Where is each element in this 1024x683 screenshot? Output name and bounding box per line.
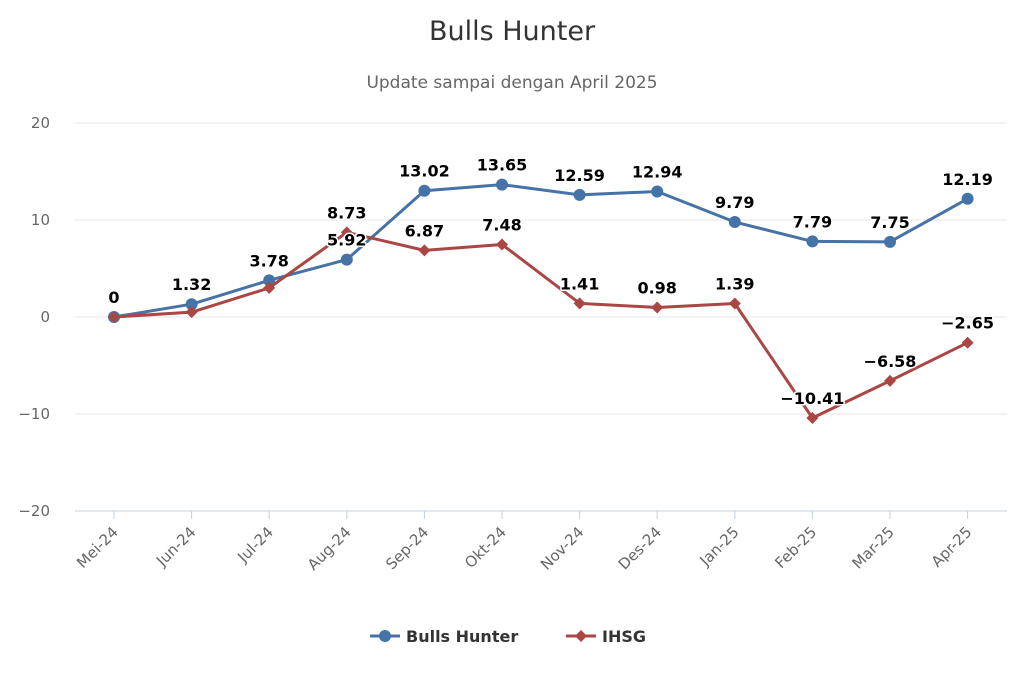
data-label: 3.78 xyxy=(249,251,288,270)
data-point[interactable] xyxy=(728,297,741,310)
x-tick-label: Sep-24 xyxy=(382,523,432,573)
data-point[interactable] xyxy=(340,226,353,239)
chart-subtitle: Update sampai dengan April 2025 xyxy=(366,73,657,93)
legend-label: IHSG xyxy=(602,627,646,646)
y-tick-label: 0 xyxy=(40,308,50,326)
x-tick-label: Aug-24 xyxy=(304,523,355,574)
data-point[interactable] xyxy=(185,298,198,311)
x-tick-label: Mei-24 xyxy=(73,523,122,572)
data-label: 5.92 xyxy=(327,231,366,250)
x-tick-label: Feb-25 xyxy=(771,523,820,572)
x-tick-label: Jul-24 xyxy=(233,523,277,567)
data-point[interactable] xyxy=(108,311,120,323)
data-label: −2.65 xyxy=(941,314,994,333)
data-label: 13.65 xyxy=(477,156,528,175)
y-tick-label: 20 xyxy=(31,114,50,132)
x-tick-label: Jan-25 xyxy=(696,523,743,570)
series-line-ihsg[interactable] xyxy=(113,230,969,420)
data-point[interactable] xyxy=(340,253,353,266)
data-point[interactable] xyxy=(418,244,431,257)
data-label: 12.59 xyxy=(554,166,605,185)
data-label: 6.87 xyxy=(405,221,444,240)
data-point[interactable] xyxy=(496,238,508,251)
data-point[interactable] xyxy=(573,188,586,201)
legend[interactable]: Bulls Hunter IHSG xyxy=(370,627,646,646)
data-label: 7.79 xyxy=(793,212,832,231)
data-label: 7.75 xyxy=(870,213,909,232)
legend-marker xyxy=(379,630,391,642)
legend-marker xyxy=(575,630,587,642)
y-tick-label: −10 xyxy=(18,405,50,423)
legend-label: Bulls Hunter xyxy=(406,627,518,646)
data-point[interactable] xyxy=(728,216,741,229)
data-point[interactable] xyxy=(806,411,819,424)
y-tick-label: 10 xyxy=(31,211,50,229)
chart-title: Bulls Hunter xyxy=(429,16,596,47)
legend-item-bulls-hunter[interactable]: Bulls Hunter xyxy=(370,627,518,646)
data-point[interactable] xyxy=(651,185,664,198)
data-point[interactable] xyxy=(573,297,586,310)
data-point[interactable] xyxy=(884,374,896,387)
series-line-bulls-hunter[interactable] xyxy=(113,183,969,319)
series-layer xyxy=(108,178,974,424)
data-point[interactable] xyxy=(496,178,508,191)
data-point[interactable] xyxy=(418,184,431,197)
x-tick-label: Jun-24 xyxy=(152,523,199,570)
data-label: 13.02 xyxy=(399,162,450,181)
x-tick-label: Okt-24 xyxy=(461,523,510,572)
legend-item-ihsg[interactable]: IHSG xyxy=(566,627,646,646)
data-label: 12.94 xyxy=(632,162,683,181)
data-label: 8.73 xyxy=(327,203,366,222)
data-labels: 0 1.32 3.78 5.92 13.02 13.65 12.59 12.94 9.79 7.7… xyxy=(107,154,996,409)
data-label: 1.39 xyxy=(715,275,754,294)
data-label: 0.98 xyxy=(637,278,676,297)
data-label: 1.32 xyxy=(172,275,211,294)
data-label: 7.48 xyxy=(482,215,521,234)
x-tick-label: Nov-24 xyxy=(537,523,587,573)
data-point[interactable] xyxy=(806,235,819,248)
data-label: −6.58 xyxy=(864,352,917,371)
data-label: 1.41 xyxy=(560,274,599,293)
y-tick-label: −20 xyxy=(18,502,50,520)
x-tick-label: Mar-25 xyxy=(848,523,897,572)
data-point[interactable] xyxy=(263,281,276,294)
data-point[interactable] xyxy=(263,274,276,287)
data-point[interactable] xyxy=(961,192,974,205)
data-label: −10.41 xyxy=(780,389,844,408)
data-point[interactable] xyxy=(651,301,664,314)
data-label: 9.79 xyxy=(715,193,754,212)
data-label: 12.19 xyxy=(942,170,993,189)
data-point[interactable] xyxy=(961,336,974,349)
data-point[interactable] xyxy=(185,306,198,319)
grid-lines xyxy=(75,122,1007,512)
x-tick-label: Apr-25 xyxy=(928,523,976,571)
data-label: 0 xyxy=(108,288,119,307)
x-tick-label: Des-24 xyxy=(615,523,665,573)
data-point[interactable] xyxy=(884,235,896,248)
